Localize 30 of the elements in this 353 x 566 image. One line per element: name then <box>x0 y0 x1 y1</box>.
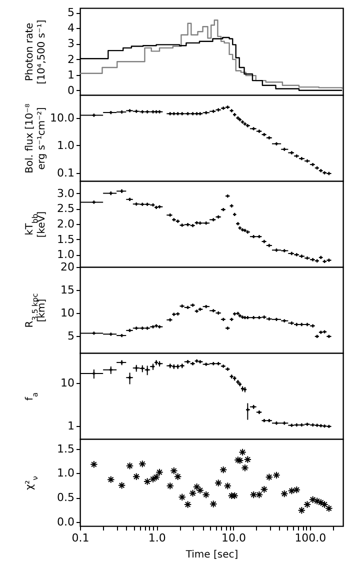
y-tick-label: 0.5 <box>57 491 74 504</box>
y-tick-label: 3.0 <box>57 186 74 200</box>
y-axis-title: Photon rate [10⁴,500 s⁻¹] <box>24 20 48 84</box>
x-tick-label: 10.0 <box>222 532 246 544</box>
y-tick-label: 1.5 <box>57 232 74 246</box>
x-tick-label: 100.0 <box>294 532 326 544</box>
y-tick-label: 1 <box>68 420 74 433</box>
y-tick-label: 2 <box>68 52 74 66</box>
y-tick-label: 0.0 <box>57 516 74 529</box>
y-tick-label: 3 <box>68 37 74 50</box>
y-tick-label: 20 <box>60 260 74 274</box>
y-tick-label: 2.0 <box>57 218 74 230</box>
y-tick-label: 15 <box>60 283 74 296</box>
y-tick-label: 10.0 <box>50 112 74 125</box>
y-tick-label: 10 <box>60 306 74 320</box>
y-tick-label: 0.1 <box>57 166 74 180</box>
y-tick-label: 1.0 <box>57 466 74 480</box>
y-tick-label: 5 <box>68 6 74 20</box>
y-tick-label: 5 <box>68 329 74 342</box>
y-tick-label: 1 <box>68 68 74 82</box>
x-tick-label: 1.0 <box>148 532 166 544</box>
y-tick-label: 0 <box>68 84 74 97</box>
y-axis-title: Bol. flux [10⁻⁸ erg s⁻¹cm⁻²] <box>24 104 48 174</box>
y-tick-label: 2.5 <box>57 202 74 216</box>
y-tick-label: 10 <box>60 376 74 390</box>
y-tick-label: 1.0 <box>57 138 74 152</box>
y-tick-label: 4 <box>68 22 74 35</box>
y-tick-label: 1.0 <box>57 248 74 262</box>
y-tick-label: 1.5 <box>57 442 74 456</box>
x-axis-title: Time [sec] <box>184 550 238 560</box>
